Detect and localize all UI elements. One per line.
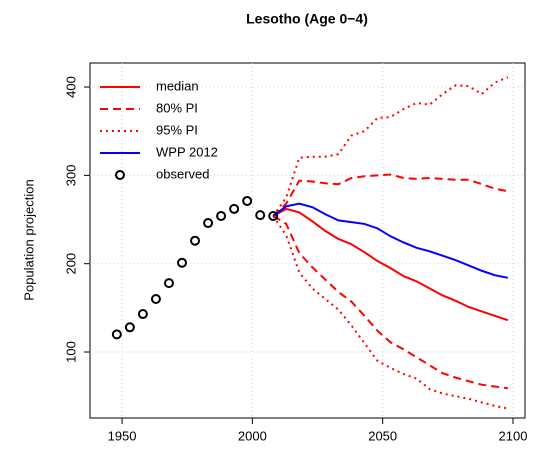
observed-point bbox=[163, 278, 174, 289]
x-tick-label: 2000 bbox=[238, 428, 267, 443]
chart-title: Lesotho (Age 0−4) bbox=[246, 11, 368, 27]
series-line bbox=[272, 215, 508, 410]
plot-frame bbox=[89, 62, 526, 419]
legend-label: 80% PI bbox=[156, 100, 198, 115]
observed-point bbox=[242, 195, 253, 206]
legend-label: WPP 2012 bbox=[156, 144, 218, 159]
observed-point bbox=[203, 218, 214, 229]
series-line bbox=[272, 207, 509, 322]
y-tick-label: 100 bbox=[63, 341, 78, 363]
observed-point bbox=[229, 203, 240, 214]
observed-point bbox=[216, 210, 227, 221]
y-tick-label: 400 bbox=[63, 76, 78, 98]
y-tick-label: 300 bbox=[63, 165, 78, 187]
observed-point bbox=[268, 210, 279, 221]
observed-point bbox=[190, 235, 201, 246]
series-line bbox=[272, 202, 508, 279]
legend-marker bbox=[115, 170, 125, 180]
y-tick-label: 200 bbox=[63, 253, 78, 275]
x-tick-label: 2100 bbox=[499, 428, 528, 443]
legend-label: median bbox=[156, 78, 199, 93]
legend-label: 95% PI bbox=[156, 122, 198, 137]
observed-point bbox=[150, 294, 161, 305]
series-line bbox=[272, 173, 508, 217]
observed-point bbox=[111, 329, 122, 340]
x-tick-label: 1950 bbox=[108, 428, 137, 443]
observed-point bbox=[177, 257, 188, 268]
y-axis-label: Population projection bbox=[21, 179, 36, 300]
x-tick-label: 2050 bbox=[368, 428, 397, 443]
observed-point bbox=[124, 322, 135, 333]
observed-point bbox=[137, 309, 148, 320]
series-line bbox=[272, 215, 508, 390]
observed-point bbox=[255, 210, 266, 221]
series-line bbox=[272, 76, 509, 217]
legend-label: observed bbox=[156, 166, 209, 181]
